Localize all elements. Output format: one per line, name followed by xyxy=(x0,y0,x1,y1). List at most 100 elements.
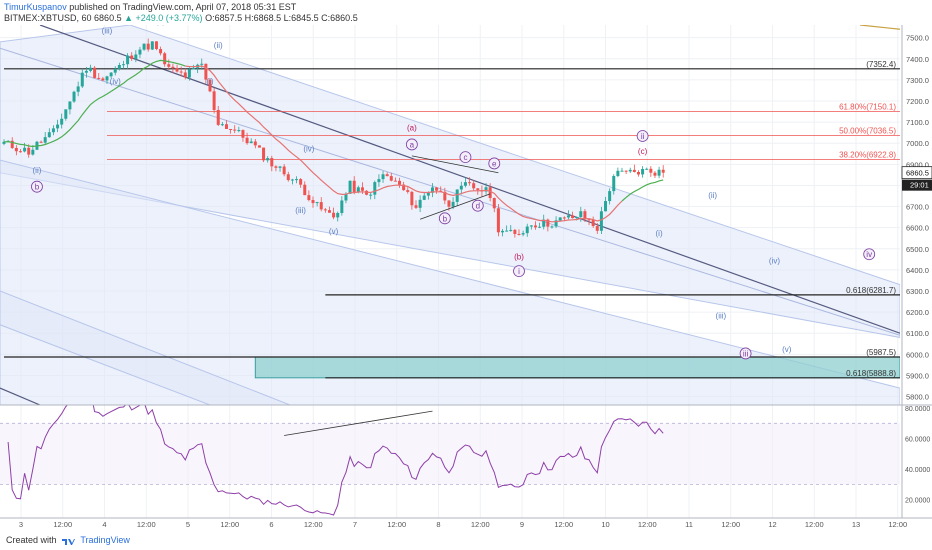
wave-label: d xyxy=(476,202,480,211)
candle xyxy=(418,199,422,208)
candle xyxy=(447,200,451,207)
candle xyxy=(204,63,208,80)
candle xyxy=(369,194,373,196)
level-label: 50.00%(7036.5) xyxy=(839,127,896,136)
candle xyxy=(455,189,459,202)
candle xyxy=(93,67,97,78)
candle xyxy=(319,202,323,210)
channel-midline xyxy=(0,47,900,336)
wave-label: (iv) xyxy=(110,77,121,86)
ma-red xyxy=(185,65,623,223)
x-tick-label: 12:00 xyxy=(471,520,490,529)
ma-green-1 xyxy=(3,59,186,148)
candle xyxy=(274,166,278,168)
candle xyxy=(23,147,27,152)
candle xyxy=(525,226,529,234)
candle xyxy=(105,76,109,81)
candle xyxy=(303,184,307,196)
candle xyxy=(571,215,575,219)
candle xyxy=(101,78,105,81)
y-tick-label: 5800.0 xyxy=(906,393,929,402)
candle xyxy=(299,179,303,185)
y-tick-label: 6200.0 xyxy=(906,308,929,317)
wave-label: (iii) xyxy=(102,26,113,35)
candle xyxy=(179,71,183,73)
channel-lower xyxy=(0,159,900,405)
candle xyxy=(492,198,496,209)
candle xyxy=(546,219,550,227)
x-tick-label: 12:00 xyxy=(387,520,406,529)
candle xyxy=(422,195,426,200)
level-label: 0.618(6281.7) xyxy=(846,286,896,295)
candle xyxy=(608,191,612,202)
candle xyxy=(389,176,393,181)
candle xyxy=(212,91,216,110)
x-tick-label: 13 xyxy=(852,520,860,529)
y-tick-label: 6000.0 xyxy=(906,350,929,359)
x-tick-label: 12:00 xyxy=(137,520,156,529)
candle xyxy=(381,174,385,180)
candle xyxy=(159,49,163,54)
footer: Created with TradingView xyxy=(6,535,130,546)
candle xyxy=(612,176,616,192)
candle xyxy=(134,54,138,59)
last-price-label: 6860.5 xyxy=(906,169,929,178)
candle xyxy=(97,77,101,79)
wave-circle xyxy=(636,130,649,142)
candle xyxy=(336,212,340,218)
author-link[interactable]: TimurKuspanov xyxy=(4,2,67,12)
candle xyxy=(27,147,31,155)
x-tick-label: 12:00 xyxy=(638,520,657,529)
wave-circle xyxy=(31,180,43,193)
candle xyxy=(348,180,352,194)
x-tick-label: 12:00 xyxy=(53,520,72,529)
triangle-lower xyxy=(419,193,491,220)
candle xyxy=(113,68,117,73)
tradingview-logo-icon xyxy=(62,538,76,545)
candle xyxy=(163,53,167,65)
wave-circle xyxy=(513,265,525,278)
y-tick-label: 6600.0 xyxy=(906,224,929,233)
x-tick-label: 12:00 xyxy=(805,520,824,529)
rsi-divergence-line xyxy=(284,410,433,436)
candle xyxy=(344,193,348,201)
candle xyxy=(509,229,513,231)
candle xyxy=(599,211,603,231)
candle xyxy=(550,226,554,228)
candle xyxy=(327,210,331,213)
candle xyxy=(64,109,68,119)
candle xyxy=(31,149,35,155)
candle xyxy=(10,140,14,148)
last-price: 6860.5 xyxy=(94,13,122,23)
candle xyxy=(290,179,294,181)
candle xyxy=(430,187,434,193)
x-tick-label: 12:00 xyxy=(554,520,573,529)
candle xyxy=(332,212,336,218)
symbol-label[interactable]: BITMEX:XBTUSD, 60 xyxy=(4,13,92,23)
channel-upper xyxy=(0,25,900,338)
candle xyxy=(624,170,628,172)
wave-label: (v) xyxy=(156,17,166,26)
x-tick-label: 12 xyxy=(768,520,776,529)
candle xyxy=(373,182,377,195)
candle xyxy=(533,225,537,228)
rsi-tick-label: 20.0000 xyxy=(905,498,930,505)
rsi-tick-label: 60.0000 xyxy=(905,437,930,444)
countdown-label: 29:01 xyxy=(910,181,929,190)
publish-info: TimurKuspanov published on TradingView.c… xyxy=(4,2,296,12)
tradingview-brand[interactable]: TradingView xyxy=(80,535,130,545)
wave-circle xyxy=(405,138,418,151)
main-trendline xyxy=(39,25,900,334)
candle xyxy=(517,233,521,235)
candle xyxy=(406,190,410,192)
candle xyxy=(501,230,505,233)
wave-circle xyxy=(459,151,472,164)
wave-circle xyxy=(488,157,501,170)
x-tick-label: 8 xyxy=(436,520,440,529)
x-tick-label: 10 xyxy=(601,520,609,529)
wave-circle xyxy=(863,248,876,261)
rsi-tick-label: 80.0000 xyxy=(905,406,930,413)
y-tick-label: 6700.0 xyxy=(906,203,929,212)
last-price-tag xyxy=(901,166,932,180)
